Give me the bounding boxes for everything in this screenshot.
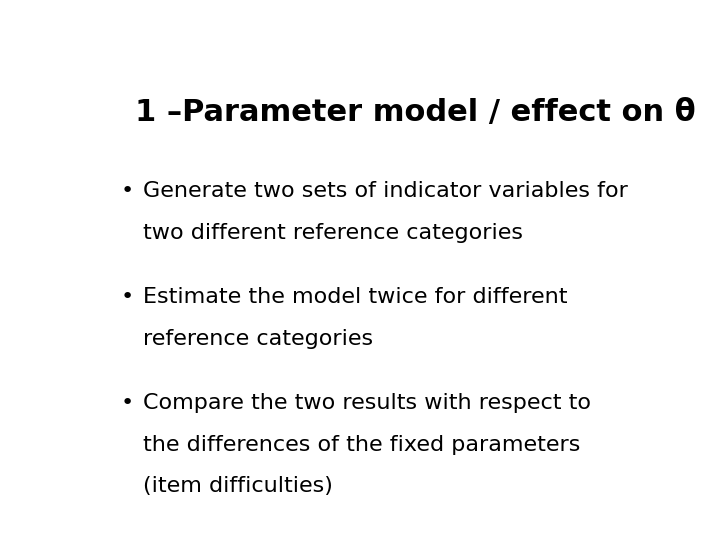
Text: •: • <box>121 287 134 307</box>
Text: Compare the two results with respect to: Compare the two results with respect to <box>143 393 591 413</box>
Text: two different reference categories: two different reference categories <box>143 223 523 243</box>
Text: reference categories: reference categories <box>143 329 373 349</box>
Text: (item difficulties): (item difficulties) <box>143 476 333 496</box>
Text: the differences of the fixed parameters: the differences of the fixed parameters <box>143 435 580 455</box>
Text: •: • <box>121 181 134 201</box>
Text: •: • <box>121 393 134 413</box>
Text: Generate two sets of indicator variables for: Generate two sets of indicator variables… <box>143 181 628 201</box>
Text: 1 –Parameter model / effect on θ: 1 –Parameter model / effect on θ <box>135 98 696 127</box>
Text: Estimate the model twice for different: Estimate the model twice for different <box>143 287 567 307</box>
